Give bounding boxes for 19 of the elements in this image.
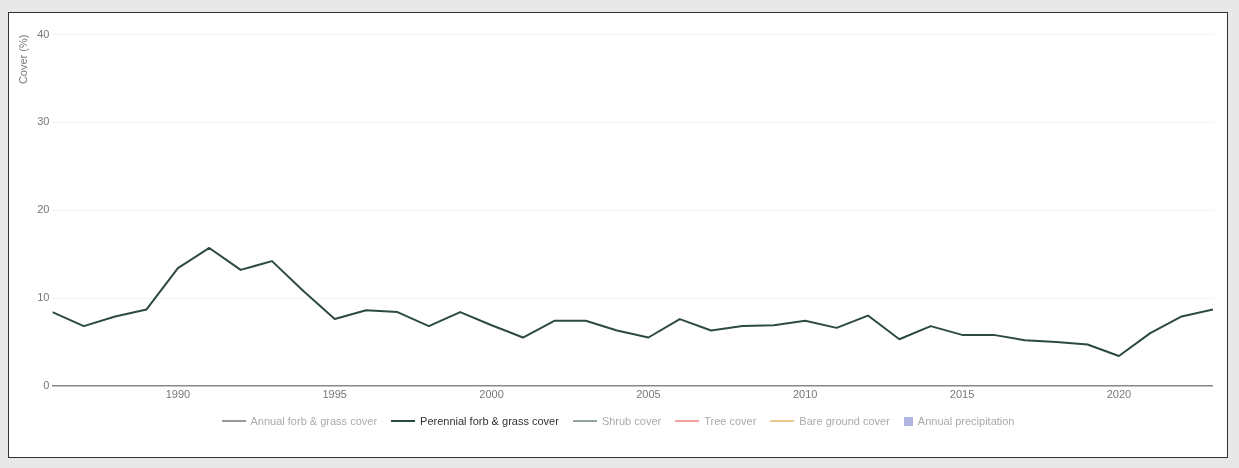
y-tick-label: 10 bbox=[37, 291, 50, 304]
x-tick-label: 2005 bbox=[636, 388, 661, 401]
x-tick-label: 2010 bbox=[792, 388, 818, 401]
legend-label: Perennial forb & grass cover bbox=[420, 415, 559, 427]
x-tick-label: 2015 bbox=[949, 388, 975, 401]
y-tick-label: 0 bbox=[43, 378, 50, 391]
x-tick-label: 1990 bbox=[165, 388, 191, 401]
x-tick-label: 2020 bbox=[1106, 388, 1132, 401]
legend-label: Tree cover bbox=[704, 415, 757, 427]
x-tick-label: 1995 bbox=[322, 388, 347, 401]
y-tick-label: 40 bbox=[37, 27, 50, 40]
legend-label: Annual forb & grass cover bbox=[250, 415, 378, 427]
y-axis-title: Cover (%) bbox=[16, 34, 29, 85]
x-tick-label: 2000 bbox=[479, 388, 504, 401]
legend-label: Shrub cover bbox=[601, 415, 662, 427]
y-tick-label: 30 bbox=[37, 115, 50, 128]
legend-label: Bare ground cover bbox=[799, 415, 890, 427]
legend-label: Annual precipitation bbox=[917, 415, 1015, 427]
y-tick-label: 20 bbox=[37, 203, 50, 216]
